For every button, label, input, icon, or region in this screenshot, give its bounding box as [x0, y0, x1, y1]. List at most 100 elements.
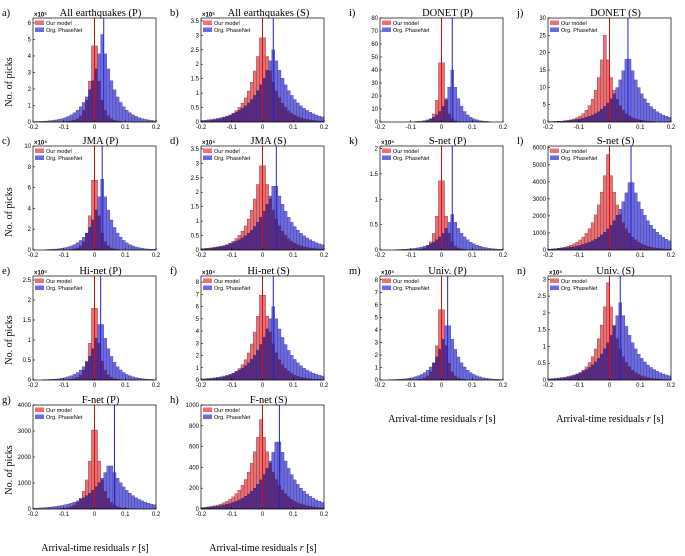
- y-tick-label: 0.5: [191, 106, 200, 112]
- y-tick-label: 7: [375, 290, 379, 296]
- bar-org-phasenet-6: [566, 376, 570, 378]
- panel-label: k): [349, 136, 358, 147]
- bar-our-model-15: [246, 472, 251, 495]
- x-tick-label: 0: [261, 512, 265, 518]
- legend-label-our-model: Our model: [561, 279, 587, 285]
- bar-overlap-18: [603, 348, 607, 381]
- panel-label: n): [517, 266, 526, 277]
- bar-overlap-17: [85, 233, 89, 251]
- bar-overlap-23: [271, 472, 275, 510]
- bar-overlap-28: [286, 371, 291, 381]
- bar-org-phasenet-33: [134, 246, 138, 251]
- bar-org-phasenet-33: [134, 116, 138, 123]
- bar-org-phasenet-38: [317, 375, 322, 380]
- bar-overlap-17: [253, 95, 257, 123]
- legend-label-our-model: Our model: [214, 279, 240, 285]
- bar-our-model-17: [253, 331, 257, 356]
- bar-overlap-29: [290, 240, 294, 251]
- y-tick-label: 3: [375, 340, 379, 346]
- y-tick-label: 3000: [18, 429, 32, 435]
- legend-label-org-phasenet: Org. PhaseNet: [214, 156, 251, 162]
- panel-label: a): [2, 8, 11, 19]
- bar-org-phasenet-13: [72, 374, 77, 379]
- bar-our-model-15: [593, 89, 598, 114]
- bar-org-phasenet-15: [78, 106, 83, 116]
- bar-overlap-16: [429, 243, 433, 251]
- panel-title: Univ. (P): [428, 266, 467, 277]
- bar-our-model-14: [590, 356, 595, 366]
- y-tick-label: 25: [539, 33, 546, 39]
- bar-org-phasenet-32: [478, 376, 482, 381]
- bar-overlap-16: [597, 111, 601, 123]
- x-tick-label: 0.1: [636, 125, 645, 131]
- y-tick-label: 20: [539, 51, 546, 57]
- bar-org-phasenet-39: [152, 504, 157, 510]
- bar-org-phasenet-29: [469, 117, 473, 123]
- bar-overlap-23: [618, 105, 622, 123]
- bar-our-model-14: [243, 97, 248, 107]
- bar-org-phasenet-31: [643, 98, 647, 122]
- bar-org-phasenet-8: [57, 119, 61, 123]
- y-tick-label: 70: [371, 29, 378, 35]
- y-tick-label: 3: [196, 341, 200, 347]
- legend-swatch-org-phasenet: [550, 155, 559, 160]
- bar-org-phasenet-14: [75, 110, 80, 119]
- bar-overlap-28: [286, 110, 291, 123]
- bar-org-phasenet-33: [481, 246, 485, 251]
- bar-org-phasenet-24: [274, 318, 279, 354]
- bar-org-phasenet-5: [216, 118, 220, 120]
- bar-our-model-11: [234, 238, 239, 242]
- panel-title: All earthquakes (S): [228, 8, 310, 19]
- legend-swatch-our-model: [550, 278, 559, 283]
- legend-label-our-model: Our model: [46, 149, 72, 155]
- y-tick-label: 0: [28, 378, 32, 384]
- bar-our-model-8: [225, 501, 229, 505]
- panel-d: -0.2 -0.1 0 0.1 0.2 0 0.5 1 1.5 2 2.5 3 3.5×10⁴ d) JMA…: [170, 136, 329, 259]
- bar-our-model-11: [581, 369, 586, 372]
- legend-label-our-model: Our model: [393, 21, 419, 27]
- bar-our-model-15: [78, 498, 83, 500]
- bar-our-model-6: [566, 246, 570, 248]
- bar-org-phasenet-26: [112, 227, 117, 250]
- bar-overlap-16: [429, 118, 433, 123]
- bar-org-phasenet-25: [109, 465, 114, 503]
- x-axis-label-col3: Arrival-time residuals r [s]: [388, 414, 496, 425]
- x-tick-label: -0.1: [574, 253, 585, 259]
- bar-overlap-18: [256, 222, 260, 251]
- bar-org-phasenet-34: [305, 237, 309, 248]
- bar-our-model-12: [237, 489, 242, 501]
- panel-j: -0.2 -0.1 0 0.1 0.2 0 5 10 15 20 25 30 j) DONET (S)Ou…: [516, 8, 676, 131]
- bar-org-phasenet-34: [305, 493, 309, 506]
- y-tick-label: 0.5: [538, 361, 547, 367]
- bar-overlap-13: [240, 237, 245, 251]
- bar-org-phasenet-29: [122, 486, 126, 509]
- bar-our-model-12: [584, 110, 589, 118]
- bar-our-model-16: [250, 462, 254, 492]
- bar-org-phasenet-33: [649, 106, 653, 122]
- bar-our-model-13: [240, 103, 245, 109]
- bar-overlap-22: [615, 215, 619, 251]
- bar-our-model-13: [240, 485, 245, 499]
- bar-overlap-17: [85, 100, 89, 123]
- bar-org-phasenet-15: [78, 240, 83, 247]
- bar-overlap-17: [432, 363, 436, 381]
- bar-org-phasenet-13: [419, 374, 424, 380]
- bar-org-phasenet-30: [125, 490, 129, 509]
- x-tick-label: 0.2: [320, 512, 329, 518]
- bar-org-phasenet-35: [308, 239, 312, 249]
- bar-overlap-27: [283, 368, 288, 381]
- legend-label-org-phasenet: Org. PhaseNet: [46, 286, 83, 292]
- bar-org-phasenet-16: [429, 366, 433, 372]
- bar-org-phasenet-13: [72, 112, 77, 121]
- x-tick-label: 0.2: [667, 253, 676, 259]
- bar-our-model-17: [253, 198, 257, 227]
- y-tick-label: 8: [375, 278, 379, 284]
- bar-overlap-16: [82, 241, 86, 251]
- bar-overlap-28: [633, 239, 638, 251]
- bar-overlap-21: [612, 93, 616, 123]
- bar-org-phasenet-12: [69, 503, 74, 507]
